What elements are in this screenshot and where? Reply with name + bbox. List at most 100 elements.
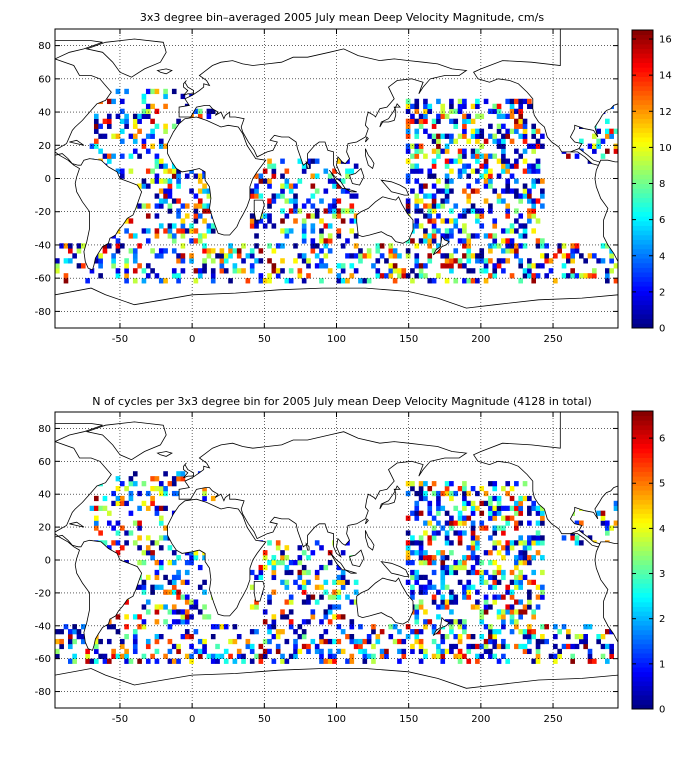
- bin-cell: [535, 243, 541, 249]
- bin-cell: [202, 638, 207, 645]
- bin-cell: [375, 248, 381, 254]
- bin-cell: [275, 273, 281, 279]
- bin-cell: [210, 258, 216, 264]
- bin-cell: [111, 500, 116, 507]
- bin-cell: [518, 569, 524, 576]
- bin-cell: [375, 634, 381, 640]
- bin-cell: [184, 614, 190, 620]
- bin-cell: [505, 604, 511, 610]
- bin-cell: [154, 569, 160, 576]
- bin-cell: [418, 599, 424, 605]
- bin-cell: [470, 525, 476, 531]
- bin-cell: [345, 278, 350, 284]
- bin-cell: [414, 634, 420, 640]
- bin-cell: [518, 103, 524, 110]
- bin-cell: [570, 535, 575, 541]
- panel-cycles: N of cycles per 3x3 degree bin for 2005 …: [35, 395, 666, 725]
- bin-cell: [540, 555, 545, 561]
- bin-cell: [453, 594, 459, 600]
- bin-cell: [167, 168, 173, 174]
- bin-cell: [154, 638, 160, 645]
- bin-cell: [453, 278, 459, 284]
- colorbar-swatch: [632, 480, 653, 486]
- bin-cell: [587, 535, 593, 541]
- bin-cell: [475, 545, 480, 551]
- bin-cell: [410, 118, 415, 124]
- bin-cell: [475, 490, 480, 497]
- bin-cell: [119, 643, 125, 650]
- bin-cell: [111, 253, 116, 259]
- bin-cell: [124, 486, 129, 492]
- bin-cell: [492, 505, 498, 511]
- bin-cell: [124, 614, 129, 620]
- bin-cell: [479, 208, 485, 214]
- bin-cell: [470, 505, 476, 511]
- bin-cell: [527, 545, 532, 551]
- bin-cell: [574, 540, 580, 546]
- bin-cell: [514, 525, 519, 531]
- bin-cell: [431, 638, 437, 645]
- bin-cell: [527, 555, 532, 561]
- bin-cell: [483, 178, 489, 184]
- bin-cell: [397, 638, 402, 645]
- bin-cell: [527, 634, 532, 640]
- bin-cell: [483, 609, 489, 615]
- bin-cell: [470, 634, 476, 640]
- bin-cell: [527, 594, 532, 600]
- bin-cell: [206, 108, 212, 115]
- bin-cell: [332, 203, 337, 209]
- bin-cell: [102, 658, 108, 664]
- bin-cell: [557, 243, 562, 249]
- bin-cell: [241, 653, 246, 659]
- bin-cell: [427, 520, 433, 526]
- bin-cell: [427, 253, 433, 259]
- bin-cell: [449, 98, 454, 105]
- bin-cell: [197, 203, 203, 209]
- bin-cell: [124, 268, 129, 274]
- bin-cell: [55, 263, 60, 269]
- bin-cell: [592, 658, 597, 664]
- bin-cell: [184, 213, 190, 219]
- bin-cell: [444, 486, 450, 492]
- bin-cell: [540, 589, 545, 595]
- bin-cell: [401, 653, 407, 659]
- bin-cell: [210, 248, 216, 254]
- bin-cell: [427, 540, 433, 546]
- bin-cell: [336, 263, 342, 269]
- bin-cell: [496, 198, 502, 204]
- bin-cell: [280, 158, 285, 164]
- bin-cell: [275, 648, 281, 655]
- bin-cell: [444, 599, 450, 605]
- bin-cell: [210, 624, 216, 630]
- bin-cell: [423, 495, 428, 502]
- bin-cell: [176, 258, 181, 264]
- panel-cycles-title: N of cycles per 3x3 degree bin for 2005 …: [92, 395, 592, 408]
- bin-cell: [449, 138, 454, 144]
- bin-cell: [531, 198, 537, 204]
- bin-cell: [501, 163, 506, 169]
- bin-cell: [72, 629, 77, 635]
- bin-cell: [605, 273, 610, 279]
- bin-cell: [479, 486, 485, 492]
- bin-cell: [150, 540, 155, 546]
- bin-cell: [470, 118, 476, 124]
- bin-cell: [496, 193, 502, 199]
- bin-cell: [210, 495, 216, 502]
- bin-cell: [258, 193, 264, 199]
- bin-cell: [449, 495, 454, 502]
- bin-cell: [197, 213, 203, 219]
- colorbar-swatch: [632, 578, 653, 584]
- bin-cell: [496, 113, 502, 119]
- bin-cell: [527, 495, 532, 502]
- colorbar-swatch: [632, 127, 653, 133]
- bin-cell: [457, 486, 463, 492]
- bin-cell: [444, 253, 450, 259]
- bin-cell: [254, 188, 259, 194]
- bin-cell: [431, 223, 437, 229]
- bin-cell: [115, 629, 121, 635]
- bin-cell: [280, 560, 285, 566]
- bin-cell: [527, 604, 532, 610]
- colorbar-frame: [631, 29, 654, 329]
- bin-cell: [145, 545, 151, 551]
- bin-cell: [249, 268, 255, 274]
